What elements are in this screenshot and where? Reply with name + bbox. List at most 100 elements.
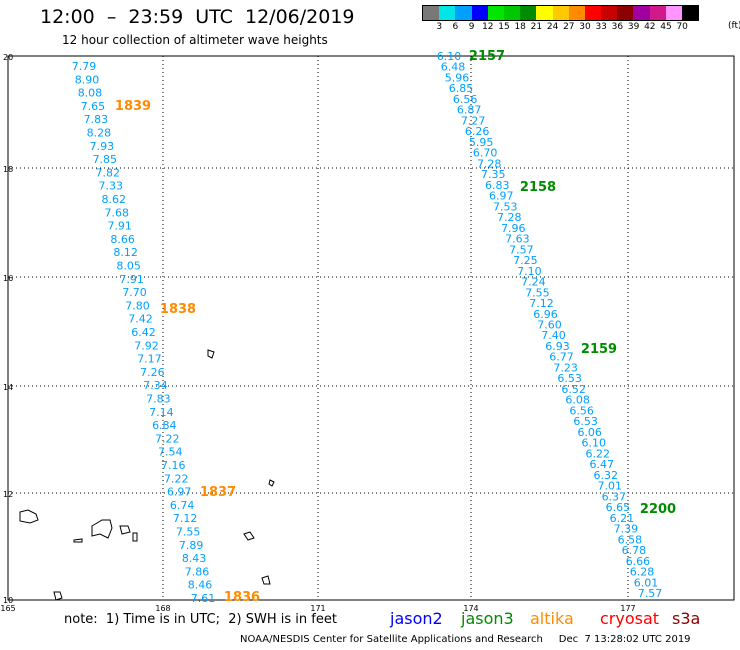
track2-swh-label: 6.37	[602, 490, 627, 503]
island-outline	[53, 591, 63, 601]
island-outline	[73, 538, 83, 543]
lat-tick-label: 18	[3, 165, 13, 174]
track1-swh-label: 7.16	[161, 459, 186, 472]
legend-swatch	[423, 6, 440, 20]
legend-swatch	[617, 6, 634, 20]
satellite-altika: altika	[530, 609, 574, 628]
lat-tick-label: 16	[3, 274, 13, 283]
track1-swh-label: 7.86	[185, 565, 210, 578]
track1-swh-label: 6.97	[167, 486, 192, 499]
legend-tick-label: 70	[676, 22, 688, 32]
track2-swh-label: 6.53	[557, 372, 582, 385]
track1-time-label: 1837	[200, 485, 236, 500]
track1-swh-label: 7.22	[164, 472, 189, 485]
lat-tick-label: 12	[3, 490, 13, 499]
track2-swh-label: 6.65	[606, 501, 631, 514]
track2-swh-label: 7.24	[521, 276, 546, 289]
legend-tick-label: 12	[482, 22, 494, 32]
track1-swh-label: 7.89	[179, 539, 204, 552]
track2-swh-label: 6.97	[489, 190, 514, 203]
track2-swh-label: 7.53	[493, 200, 518, 213]
track2-swh-label: 6.47	[590, 458, 615, 471]
map-frame	[7, 55, 735, 601]
track1-swh-label: 8.28	[87, 127, 112, 140]
legend-swatch	[503, 6, 521, 20]
legend-tick-label: 36	[611, 22, 624, 32]
island-outline	[207, 349, 215, 359]
track2-swh-label: 7.57	[509, 243, 534, 256]
lon-tick-label: 174	[463, 604, 478, 613]
track2-swh-label: 7.28	[497, 211, 522, 224]
track2-swh-label: 6.32	[594, 469, 619, 482]
track2-swh-label: 6.06	[577, 426, 602, 439]
track1-swh-label: 6.42	[131, 326, 156, 339]
legend-tick-label: 18	[514, 22, 526, 32]
track2-swh-label: 6.10	[437, 50, 462, 63]
legend-swatch	[584, 6, 602, 20]
track2-swh-label: 7.10	[517, 265, 542, 278]
island-outline	[119, 525, 131, 535]
track2-swh-label: 7.96	[501, 222, 526, 235]
track1-swh-label: 6.84	[152, 419, 177, 432]
track1-swh-label: 7.91	[119, 273, 144, 286]
track1-swh-label: 8.66	[110, 233, 135, 246]
lat-tick-label: 10	[3, 596, 13, 605]
track2-swh-label: 7.40	[541, 329, 566, 342]
track2-swh-label: 6.01	[634, 576, 659, 589]
legend-tick-label: 27	[563, 22, 575, 32]
map-border	[7, 55, 735, 601]
track1-swh-label: 7.61	[191, 592, 216, 605]
track1-swh-label: 7.12	[173, 512, 198, 525]
track2-swh-label: 6.56	[569, 404, 594, 417]
track2-swh-label: 6.70	[473, 147, 498, 160]
legend-swatch	[568, 6, 585, 20]
track2-swh-label: 7.01	[598, 480, 623, 493]
legend-unit: (ft)	[728, 21, 740, 31]
island-outline	[19, 509, 39, 524]
track1-swh-label: 6.74	[170, 499, 195, 512]
track1-swh-label: 7.83	[84, 113, 109, 126]
track2-swh-label: 6.83	[485, 179, 510, 192]
track2-swh-label: 7.27	[461, 114, 486, 127]
track1-swh-label: 7.68	[104, 206, 129, 219]
legend-tick-label: 42	[644, 22, 656, 32]
legend-tick-label: 3	[436, 22, 443, 32]
track2-swh-label: 7.28	[477, 157, 502, 170]
legend-labels: 3 6 9 12 15 18 21 24 27 30 33 36 39 42 45 70	[422, 21, 699, 33]
track2-time-label: 2159	[581, 342, 617, 357]
island-outline	[132, 532, 138, 542]
track1-time-label: 1836	[224, 590, 260, 605]
track2-swh-label: 7.55	[525, 286, 550, 299]
track2-time-label: 2158	[520, 180, 556, 195]
satellite-s3a: s3a	[672, 609, 701, 628]
track1-swh-label: 7.91	[107, 220, 132, 233]
track1-swh-label: 7.54	[158, 446, 183, 459]
track1-swh-label: 7.65	[81, 100, 106, 113]
island-outline	[91, 519, 113, 539]
island-outline	[268, 479, 275, 487]
track2-swh-label: 6.53	[573, 415, 598, 428]
page-subtitle: 12 hour collection of altimeter wave hei…	[62, 33, 328, 47]
track1-swh-label: 7.93	[90, 140, 115, 153]
track1-swh-label: 7.80	[125, 299, 150, 312]
legend-swatch	[536, 6, 553, 20]
footer-note: note: 1) Time is in UTC; 2) SWH is in fe…	[64, 612, 337, 627]
legend-tick-label: 39	[627, 22, 640, 32]
track2-swh-label: 6.52	[561, 383, 586, 396]
legend-tick-label: 9	[468, 22, 475, 32]
track1-swh-label: 7.82	[96, 166, 121, 179]
page-title: 12:00 – 23:59 UTC 12/06/2019	[40, 6, 355, 28]
track1-swh-label: 8.12	[113, 246, 138, 259]
lon-tick-label: 177	[620, 604, 635, 613]
legend-swatch	[471, 6, 488, 20]
track2-swh-label: 6.77	[549, 351, 574, 364]
legend-swatch	[601, 6, 618, 20]
legend-tick-label: 33	[595, 22, 607, 32]
altimeter-tracks: 7.798.908.087.657.838.287.937.857.827.33…	[72, 49, 676, 605]
track2-swh-label: 7.57	[638, 587, 663, 600]
legend-tick-label: 15	[498, 22, 510, 32]
track1-swh-label: 7.42	[128, 313, 153, 326]
track1-swh-label: 8.46	[188, 579, 213, 592]
satellite-jason3: jason3	[461, 609, 514, 628]
